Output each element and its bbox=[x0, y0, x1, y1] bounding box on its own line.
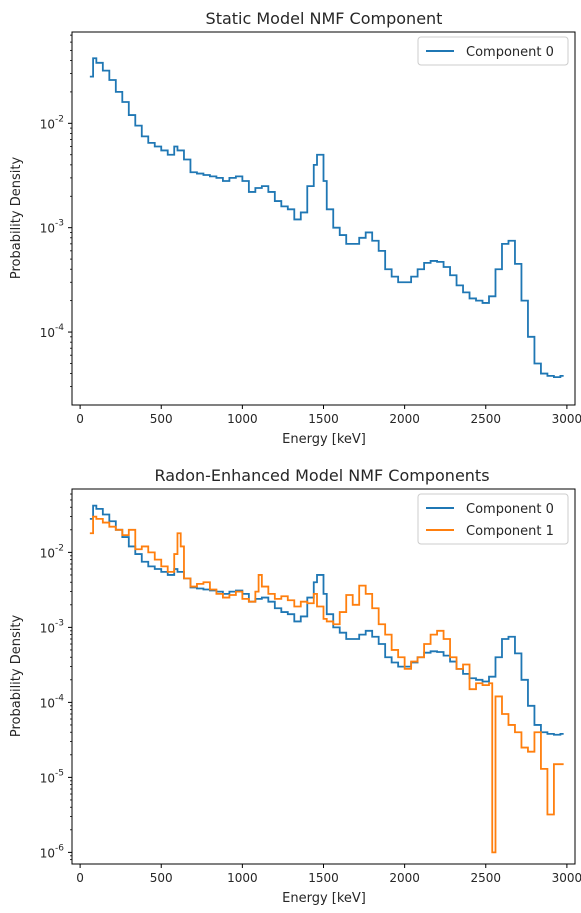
series-line-component-0 bbox=[89, 504, 564, 736]
chart-title: Radon-Enhanced Model NMF Components bbox=[154, 466, 489, 485]
series-line-component-0 bbox=[89, 57, 564, 379]
legend-label-component-0: Component 0 bbox=[466, 45, 554, 60]
legend-label-component-1: Component 1 bbox=[466, 524, 554, 539]
series-group bbox=[89, 504, 564, 854]
y-tick-label: 10-2 bbox=[40, 543, 64, 560]
x-tick-label: 500 bbox=[150, 412, 173, 426]
legend-label-component-0: Component 0 bbox=[466, 502, 554, 517]
x-tick-label: 3000 bbox=[552, 412, 581, 426]
legend: Component 0 Component 1 bbox=[417, 493, 569, 545]
y-tick-label: 10-2 bbox=[40, 114, 64, 131]
x-tick-label: 0 bbox=[76, 412, 84, 426]
x-tick-label: 3000 bbox=[552, 871, 581, 885]
x-tick-label: 2500 bbox=[470, 412, 501, 426]
axes-frame bbox=[71, 488, 576, 865]
x-tick-label: 2000 bbox=[389, 871, 420, 885]
legend-box bbox=[417, 493, 569, 545]
x-tick-label: 0 bbox=[76, 871, 84, 885]
y-tick-label: 10-3 bbox=[40, 618, 64, 635]
y-tick-label: 10-4 bbox=[40, 323, 65, 340]
y-tick-label: 10-4 bbox=[40, 693, 65, 710]
y-tick-label: 10-3 bbox=[40, 219, 64, 236]
x-tick-label: 1500 bbox=[308, 871, 339, 885]
x-tick-label: 500 bbox=[150, 871, 173, 885]
y-axis-label: Probability Density bbox=[9, 615, 24, 738]
x-tick-label: 1000 bbox=[227, 871, 258, 885]
chart-title: Static Model NMF Component bbox=[206, 9, 443, 28]
x-axis-ticks: 0 500 1000 1500 2000 2500 3000 bbox=[76, 405, 581, 426]
y-axis-ticks: 10-6 10-5 10-4 10-3 10-2 bbox=[40, 493, 72, 860]
legend: Component 0 bbox=[417, 36, 569, 66]
y-axis-ticks: 10-4 10-3 10-2 bbox=[40, 34, 72, 388]
legend-box bbox=[417, 36, 569, 66]
x-tick-label: 2000 bbox=[389, 412, 420, 426]
x-axis-label: Energy [keV] bbox=[282, 432, 366, 447]
x-axis-label: Energy [keV] bbox=[282, 891, 366, 906]
y-tick-label: 10-5 bbox=[40, 768, 64, 785]
y-axis-label: Probability Density bbox=[9, 157, 24, 280]
x-tick-label: 1500 bbox=[308, 412, 339, 426]
x-axis-ticks: 0 500 1000 1500 2000 2500 3000 bbox=[76, 864, 581, 885]
plot-area bbox=[71, 31, 576, 406]
series-line-component-1 bbox=[89, 515, 564, 854]
y-tick-label: 10-6 bbox=[40, 843, 65, 860]
x-tick-label: 1000 bbox=[227, 412, 258, 426]
x-tick-label: 2500 bbox=[470, 871, 501, 885]
axes-frame bbox=[71, 31, 576, 406]
series-group bbox=[89, 57, 564, 379]
chart-static-model: Static Model NMF Component 0 500 1000 1500 2… bbox=[9, 9, 581, 447]
chart-radon-enhanced-model: Radon-Enhanced Model NMF Components 0 500… bbox=[9, 466, 581, 906]
plot-area bbox=[71, 488, 576, 865]
